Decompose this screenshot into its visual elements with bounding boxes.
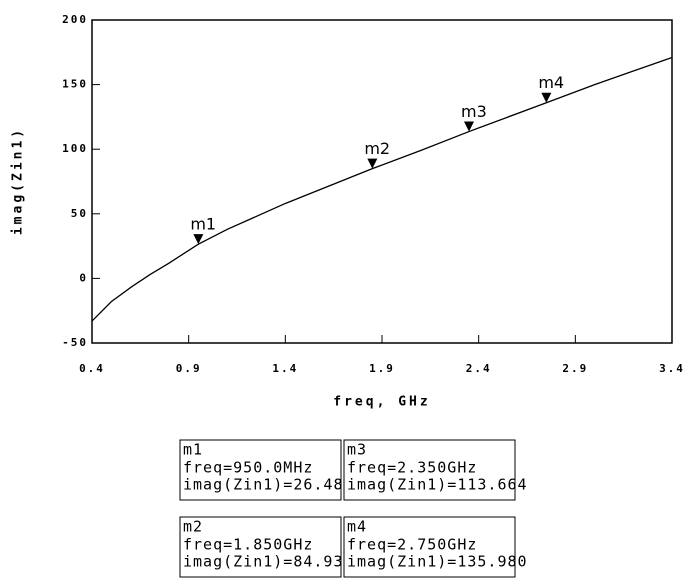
y-axis-label: imag(Zin1) [11, 127, 26, 235]
marker-box-name: m3 [347, 441, 367, 459]
marker-label: m2 [364, 139, 390, 158]
marker-box-line: imag(Zin1)=84.937 [183, 553, 354, 571]
y-tick-label: 100 [62, 142, 88, 155]
marker-box-name: m4 [347, 518, 367, 536]
x-tick-label: 1.4 [272, 362, 298, 375]
marker-box-line: freq=2.350GHz [347, 459, 477, 477]
x-tick-label: 0.4 [79, 362, 105, 375]
marker-box-line: freq=950.0MHz [183, 459, 313, 477]
y-tick-label: -50 [62, 336, 88, 349]
x-axis-label: freq, GHz [333, 395, 430, 410]
marker-label: m3 [461, 102, 487, 121]
marker-box-line: freq=2.750GHz [347, 536, 477, 554]
marker-box-line: imag(Zin1)=26.484 [183, 476, 354, 494]
marker-label: m4 [538, 73, 564, 92]
plot-frame [92, 20, 672, 343]
chart: freq, GHz imag(Zin1) 0.4 0.9 1.4 1.9 2.4 2.9 3… [0, 0, 684, 582]
marker-box-line: imag(Zin1)=135.980 [347, 553, 528, 571]
x-tick-label: 3.4 [659, 362, 684, 375]
curve [92, 57, 672, 321]
x-tick-label: 1.9 [369, 362, 395, 375]
marker-label: m1 [190, 215, 216, 234]
y-tick-label: 150 [62, 78, 88, 91]
y-tick-label: 200 [62, 13, 88, 26]
marker-box-name: m2 [183, 518, 203, 536]
y-tick-label: 50 [71, 207, 88, 220]
x-tick-label: 2.9 [562, 362, 588, 375]
marker-box-name: m1 [183, 441, 203, 459]
x-tick-label: 0.9 [176, 362, 202, 375]
y-tick-label: 0 [79, 271, 88, 284]
x-tick-label: 2.4 [466, 362, 492, 375]
marker-box-line: imag(Zin1)=113.664 [347, 476, 528, 494]
marker-box-line: freq=1.850GHz [183, 536, 313, 554]
